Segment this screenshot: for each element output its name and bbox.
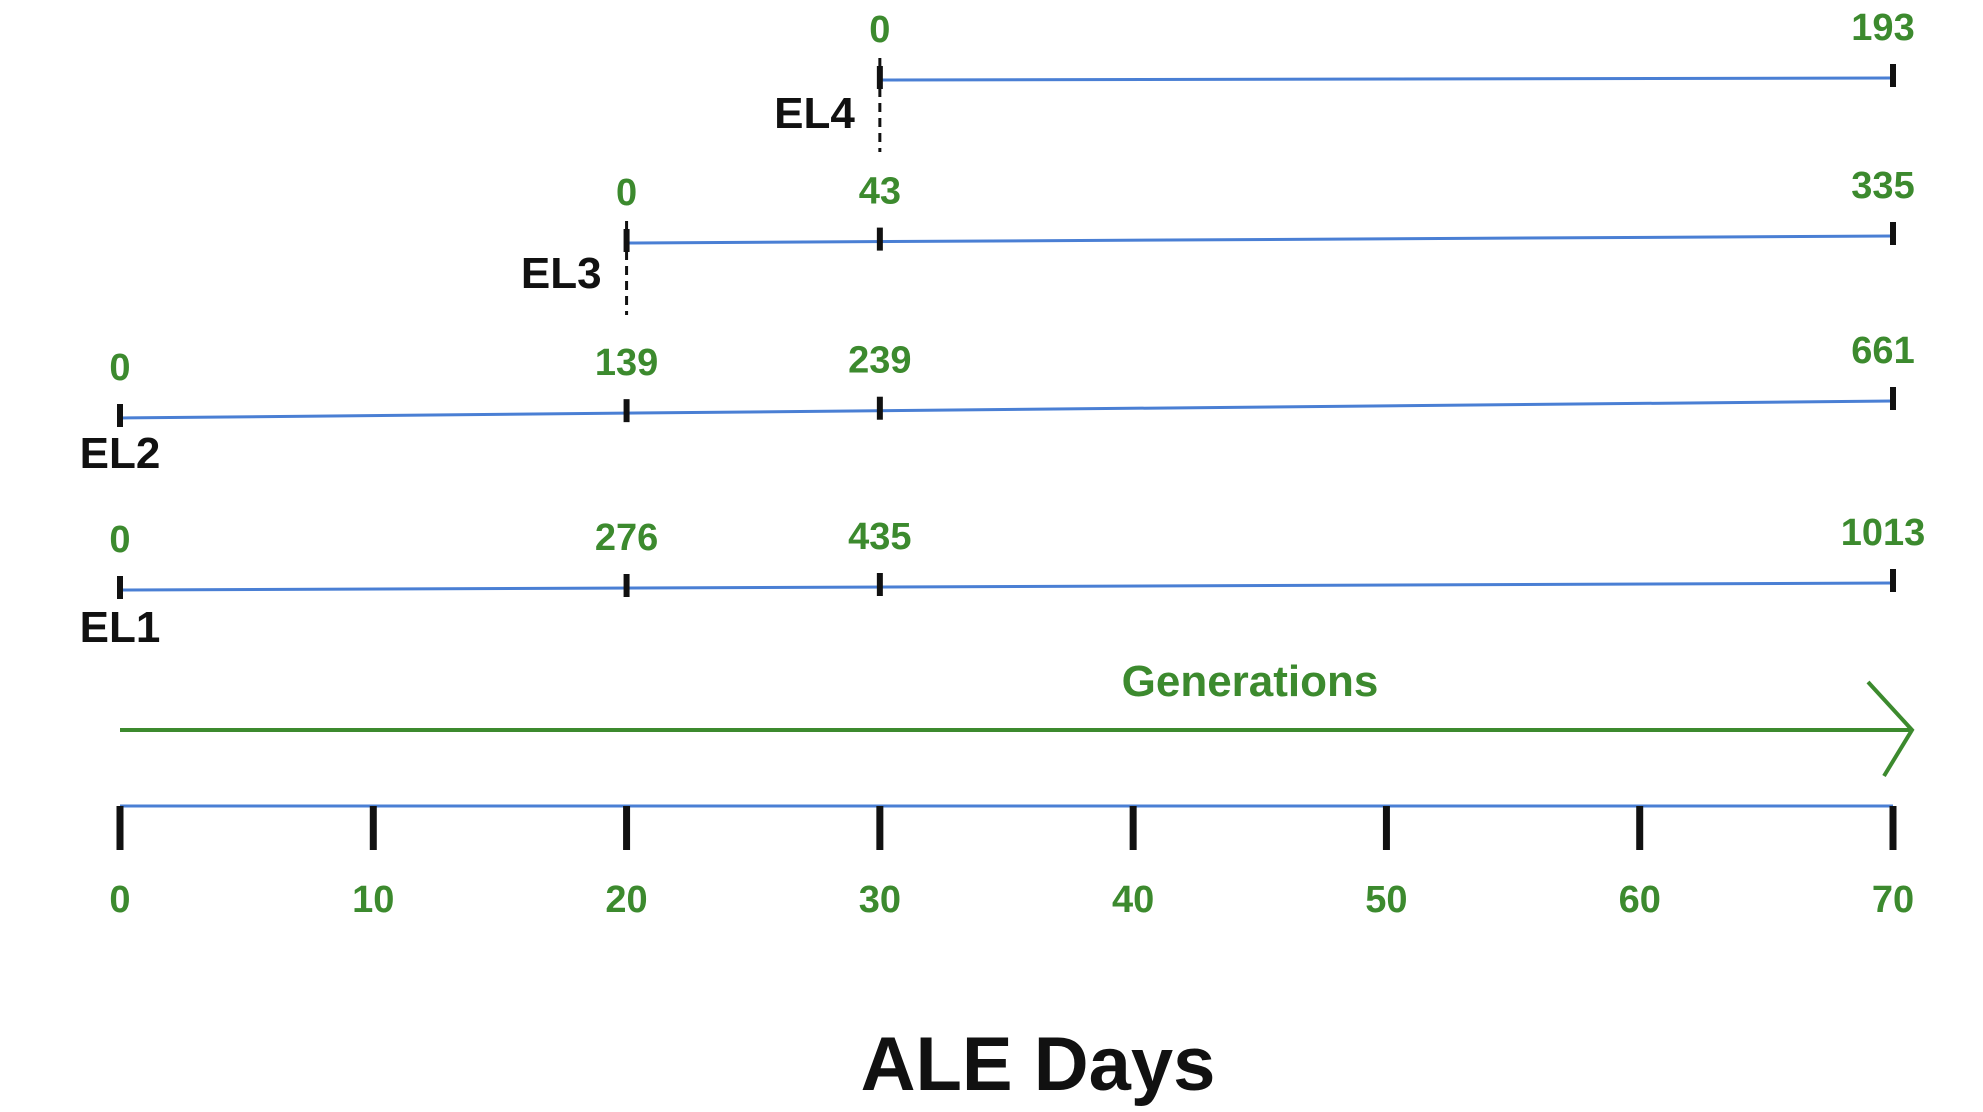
lineage-el2: EL2 0 139 239 661 [80, 330, 1915, 478]
el1-generation-value-0: 0 [109, 519, 130, 561]
generations-arrowhead [1866, 680, 1915, 778]
lineage-el3: EL3 0 43 335 [521, 165, 1915, 315]
lineage-el1: EL1 0 276 435 1013 [80, 512, 1926, 652]
lineages: EL4 0 193 EL3 0 43 335 EL2 0 139 239 661 EL1 0 276 435 1… [80, 7, 1926, 652]
el3-label: EL3 [521, 249, 602, 298]
el2-generation-value-3: 661 [1851, 330, 1914, 372]
el1-timeline [119, 581, 1894, 592]
el1-generation-value-2: 435 [848, 516, 911, 558]
el1-label: EL1 [80, 603, 161, 652]
axis-tick-label-50: 50 [1365, 879, 1407, 921]
el4-label: EL4 [774, 89, 855, 138]
el4-generation-value-0: 0 [869, 9, 890, 51]
el2-label: EL2 [80, 429, 161, 478]
lineage-el4: EL4 0 193 [774, 7, 1915, 152]
axis-tick-label-40: 40 [1112, 879, 1154, 921]
el3-generation-value-0: 0 [616, 172, 637, 214]
el3-generation-value-2: 335 [1851, 165, 1914, 207]
el3-timeline [626, 234, 1894, 245]
el2-generation-value-0: 0 [109, 347, 130, 389]
ale-days-axis: 0 10 20 30 40 50 60 70 [109, 804, 1914, 921]
el4-generation-value-1: 193 [1851, 7, 1914, 49]
axis-tick-label-10: 10 [352, 879, 394, 921]
axis-tick-label-20: 20 [605, 879, 647, 921]
axis-tick-label-30: 30 [859, 879, 901, 921]
generations-arrow: Generations [120, 657, 1915, 778]
el2-timeline [119, 399, 1894, 420]
axis-title: ALE Days [861, 1022, 1216, 1107]
el2-generation-value-1: 139 [595, 342, 658, 384]
el1-generation-value-1: 276 [595, 517, 658, 559]
axis-tick-label-70: 70 [1872, 879, 1914, 921]
el4-timeline [879, 76, 1894, 82]
el1-generation-value-3: 1013 [1841, 512, 1926, 554]
axis-tick-label-60: 60 [1619, 879, 1661, 921]
generations-label: Generations [1122, 657, 1379, 706]
axis-tick-label-0: 0 [109, 879, 130, 921]
el3-generation-value-1: 43 [859, 171, 901, 213]
el2-generation-value-2: 239 [848, 340, 911, 382]
